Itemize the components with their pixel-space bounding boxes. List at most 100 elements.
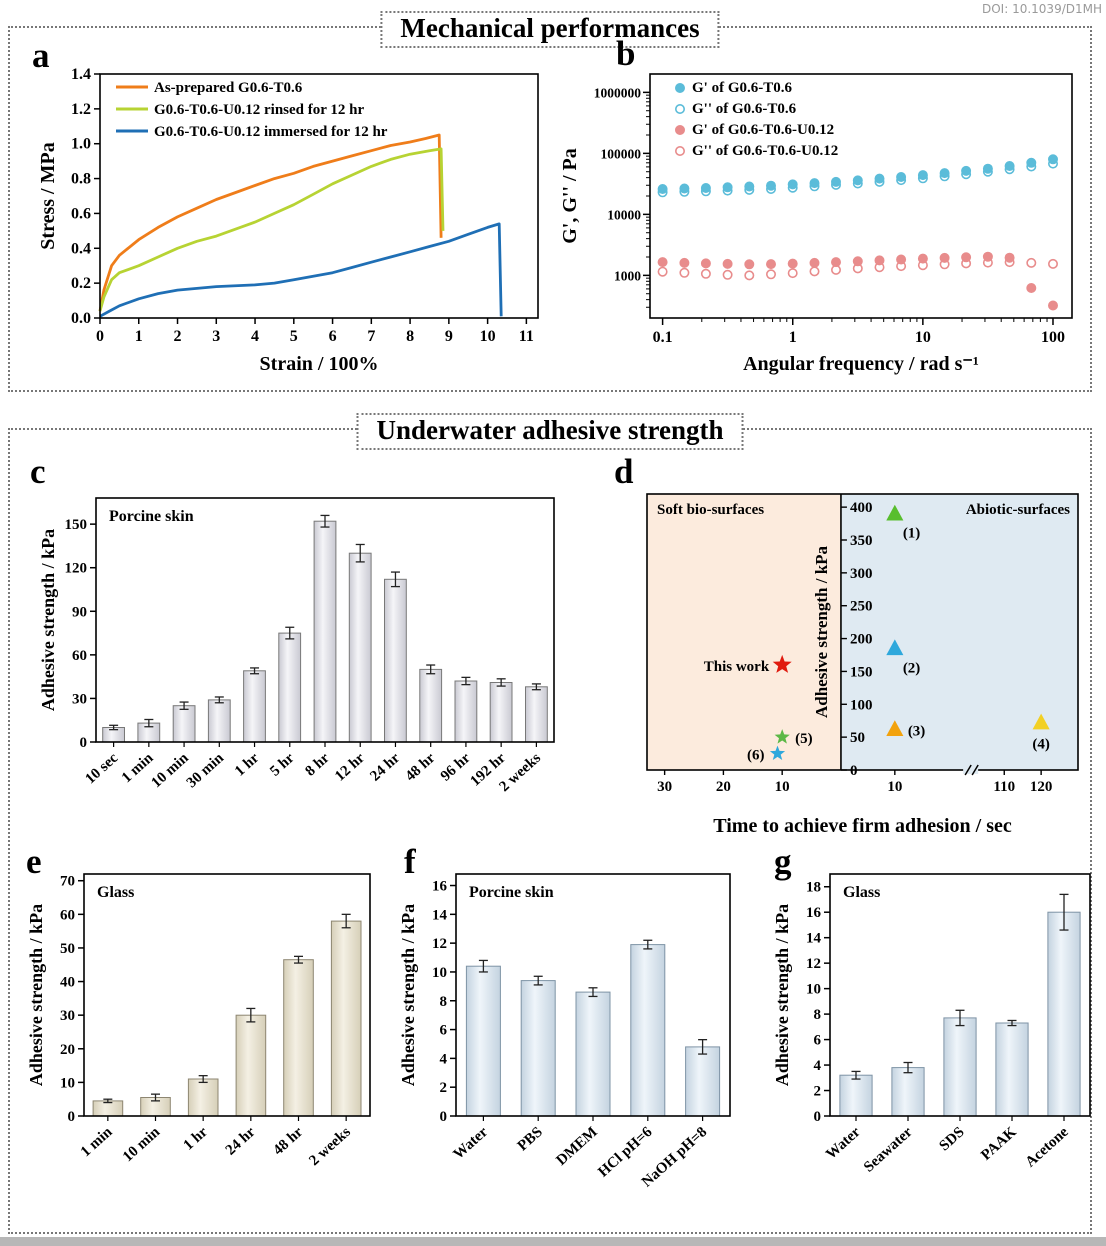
- svg-text:20: 20: [716, 779, 731, 795]
- bar-c-7: [348, 552, 372, 743]
- panel-letter-g: g: [774, 842, 792, 881]
- svg-text:30 min: 30 min: [184, 750, 228, 792]
- bar-f-3: [630, 944, 666, 1117]
- marker-s0: [896, 172, 907, 183]
- marker-s3: [982, 257, 993, 268]
- bar-e-5: [330, 920, 362, 1117]
- svg-text:30: 30: [657, 779, 672, 795]
- bar-c-6: [313, 520, 337, 743]
- marker-s1: [939, 171, 950, 182]
- svg-text:G'' of G0.6-T0.6-U0.12: G'' of G0.6-T0.6-U0.12: [692, 143, 838, 159]
- bars: [839, 893, 1081, 1117]
- svg-text:0: 0: [96, 328, 104, 345]
- marker-s1: [874, 176, 885, 187]
- svg-text:0.2: 0.2: [71, 275, 91, 292]
- marker-s3: [700, 268, 711, 279]
- section-adhesive: Underwater adhesive strength c d e f g 0…: [8, 413, 1092, 1234]
- svg-text:(4): (4): [1032, 737, 1050, 753]
- svg-text:10: 10: [775, 779, 790, 795]
- star-marker-0: [772, 654, 792, 673]
- panel-e-chart: 0 10 20 30 40 50 60 70 1 min 10 min 1 hr 24 hr 48 hr…: [20, 854, 384, 1232]
- page-edge: [0, 1237, 1106, 1246]
- svg-text:1: 1: [789, 329, 797, 346]
- marker-s0: [679, 183, 690, 194]
- marker-s3: [1004, 257, 1015, 268]
- marker-s3: [766, 269, 777, 280]
- svg-text:1000: 1000: [614, 268, 641, 283]
- marker-s1: [1047, 158, 1058, 169]
- svg-text:4: 4: [814, 1058, 822, 1074]
- svg-text:1.2: 1.2: [71, 101, 91, 118]
- marker-s1: [1026, 161, 1037, 172]
- panel-f-chart: 0 2 4 6 8 10 12 14 16 Water PBS DMEM HCl pH=6 NaOH pH…: [396, 854, 742, 1232]
- svg-text:150: 150: [65, 517, 88, 533]
- data-points: [657, 154, 1058, 311]
- panel-letter-a: a: [32, 36, 50, 75]
- marker-s0: [939, 168, 950, 179]
- marker-s1: [852, 178, 863, 189]
- plot-regions: [647, 494, 1078, 770]
- svg-text:3: 3: [212, 328, 220, 345]
- doi-text: DOI: 10.1039/D1MH: [982, 2, 1102, 16]
- svg-text:7: 7: [367, 328, 375, 345]
- marker-s2: [787, 258, 798, 269]
- y-axis-title: G', G'' / Pa: [559, 148, 581, 244]
- svg-text:30: 30: [72, 691, 87, 707]
- bars: [92, 913, 362, 1117]
- svg-text:As-prepared G0.6-T0.6: As-prepared G0.6-T0.6: [154, 80, 303, 96]
- panel-letter-d: d: [614, 452, 634, 491]
- bar-c-2: [172, 705, 196, 743]
- marker-s1: [896, 175, 907, 186]
- marker-s3: [939, 259, 950, 270]
- marker-s1: [982, 166, 993, 177]
- svg-text:60: 60: [72, 648, 87, 664]
- svg-text:60: 60: [60, 907, 75, 923]
- panel-d-chart: 0 50 100 150 200 250 300 350 400 30 20 10 10 110 120 So…: [635, 474, 1090, 846]
- marker-s0: [787, 179, 798, 190]
- svg-text:0.8: 0.8: [71, 171, 91, 188]
- section-mechanical-title: Mechanical performances: [380, 11, 720, 49]
- svg-text:10: 10: [806, 982, 821, 998]
- triangle-marker-5: [886, 720, 904, 737]
- svg-text:50: 50: [850, 730, 865, 746]
- marker-s0: [982, 163, 993, 174]
- plot-frame: [99, 73, 539, 319]
- svg-text:14: 14: [806, 931, 822, 947]
- svg-text:48 hr: 48 hr: [270, 1124, 306, 1159]
- svg-text:4: 4: [440, 1051, 448, 1067]
- marker-s3: [722, 269, 733, 280]
- marker-s2: [852, 256, 863, 267]
- triangle-marker-3: [886, 504, 904, 521]
- marker-s1: [700, 186, 711, 197]
- axes: 0 50 100 150 200 250 300 350 400 30 20 10 10 110 120: [657, 500, 1052, 795]
- svg-text:8 hr: 8 hr: [302, 750, 332, 780]
- marker-s0: [1004, 161, 1015, 172]
- series-line-1: [98, 147, 445, 312]
- y-axis-title: Adhesive strength / kPa: [26, 904, 46, 1086]
- svg-text:300: 300: [850, 566, 873, 582]
- marker-s2: [766, 259, 777, 270]
- marker-s2: [679, 257, 690, 268]
- svg-text:18: 18: [806, 880, 821, 896]
- marker-s1: [830, 179, 841, 190]
- svg-text:10: 10: [432, 965, 447, 981]
- svg-text:10 min: 10 min: [149, 750, 193, 792]
- svg-text:48 hr: 48 hr: [403, 750, 439, 785]
- marker-s3: [896, 261, 907, 272]
- svg-text:1.4: 1.4: [71, 66, 91, 83]
- svg-text:40: 40: [60, 975, 75, 991]
- panel-c-chart: 0 30 60 90 120 150 10 sec 1 min 10 min 30 min 1 hr…: [22, 474, 570, 846]
- panel-letter-f: f: [404, 842, 416, 881]
- svg-text:50: 50: [60, 941, 75, 957]
- svg-text:8: 8: [440, 994, 448, 1010]
- x-axis-title: Time to achieve firm adhesion / sec: [713, 815, 1012, 837]
- marker-s0: [874, 173, 885, 184]
- plot-frame: [649, 73, 1073, 319]
- svg-text:120: 120: [1030, 779, 1053, 795]
- y-axis-title: Stress / MPa: [37, 142, 59, 249]
- svg-text:2 weeks: 2 weeks: [306, 1124, 354, 1169]
- panel-a-chart: 0 1 2 3 4 5 6 7 8 9 10 11 0.0 0.2 0.4 0.6 0.8 1.0 1.2 1.4 St…: [22, 60, 552, 382]
